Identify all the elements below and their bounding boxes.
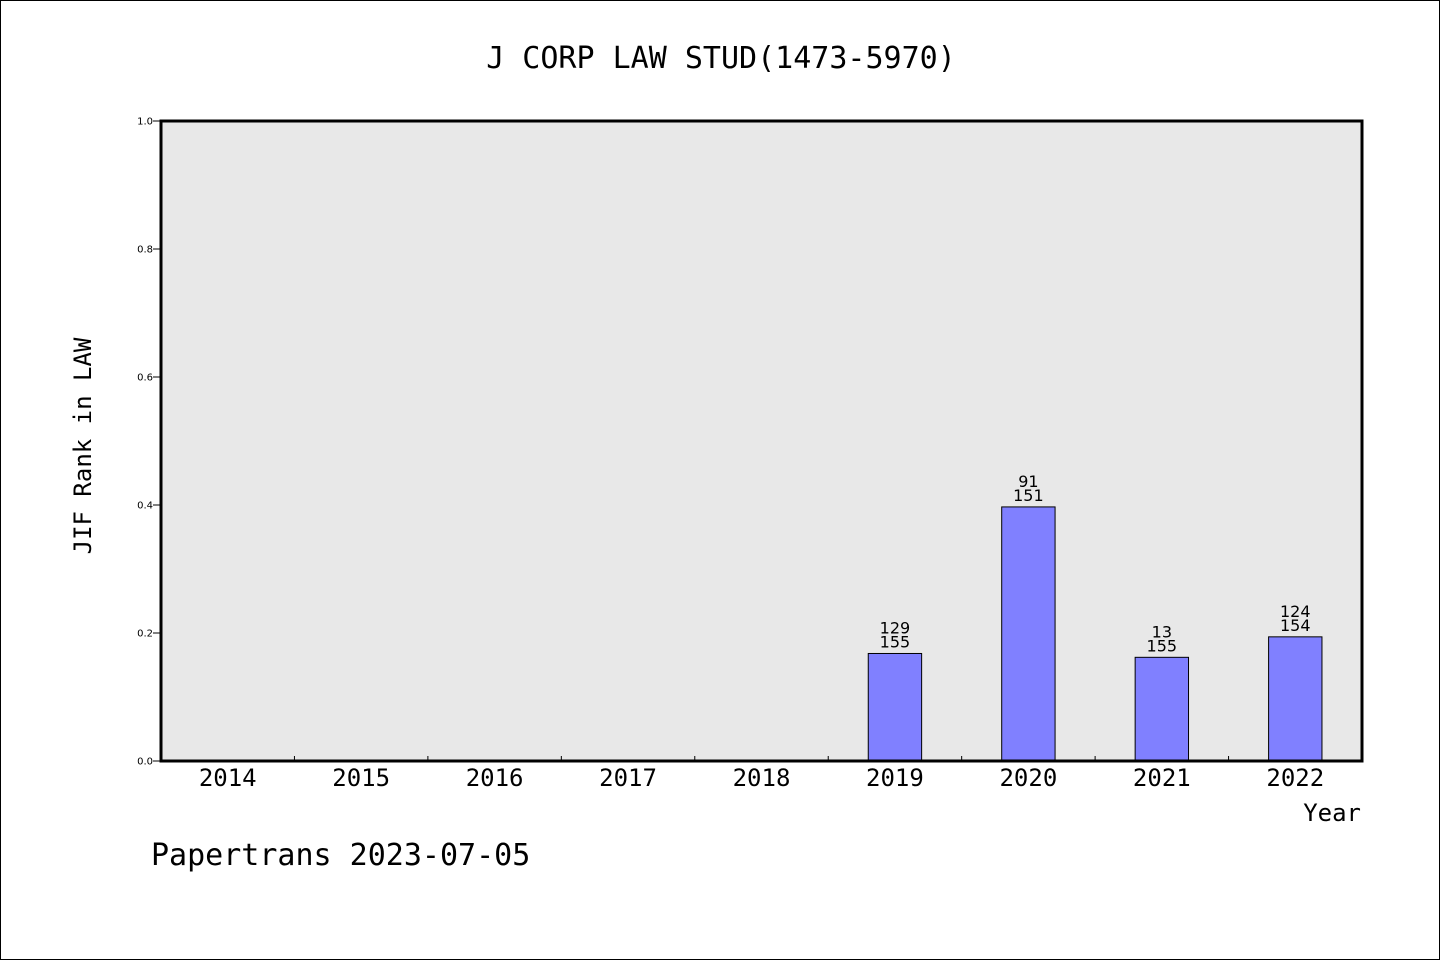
bar-label-total: 155 [880,632,911,651]
x-axis: 2014 2015 2016 2017 2018 2019 2020 2021 2022 [199,756,1324,792]
x-tick-label: 2020 [999,764,1057,792]
bar-label-total: 155 [1147,636,1178,655]
chart-title: J CORP LAW STUD(1473-5970) [486,41,956,76]
x-tick-label: 2018 [733,764,791,792]
bar-label-total: 151 [1013,486,1044,505]
bar-label-total: 154 [1280,616,1311,635]
plot-area [161,121,1362,761]
bar-2022 [1268,636,1323,762]
x-axis-label: Year [1303,799,1361,827]
y-axis-label: JIF Rank in LAW [69,337,97,554]
bar-label-rank: 91 [1018,472,1038,491]
bar-label-rank: 13 [1152,622,1172,641]
x-tick-label: 2014 [199,764,257,792]
bar-label-rank: 129 [880,618,911,637]
x-tick-label: 2016 [466,764,524,792]
y-tick-label: 0.2 [137,629,153,640]
bar-2019 [867,652,923,762]
x-tick-label: 2021 [1133,764,1191,792]
y-tick-label: 0.8 [137,245,153,256]
y-tick-label: 1.0 [137,117,153,128]
y-tick-label: 0.0 [137,757,153,768]
x-tick-label: 2022 [1266,764,1324,792]
x-tick-label: 2017 [599,764,657,792]
x-tick-label: 2015 [332,764,390,792]
bar-2020 [1001,506,1056,762]
bar-2021 [1134,656,1190,762]
y-tick-label: 0.6 [137,373,153,384]
footer-text: Papertrans 2023-07-05 [151,838,530,873]
plot-border [159,119,1364,763]
x-tick-label: 2019 [866,764,924,792]
y-axis: 0.0 0.2 0.4 0.6 0.8 1.0 [137,117,161,768]
y-tick-label: 0.4 [137,501,153,512]
bar-label-rank: 124 [1280,602,1311,621]
